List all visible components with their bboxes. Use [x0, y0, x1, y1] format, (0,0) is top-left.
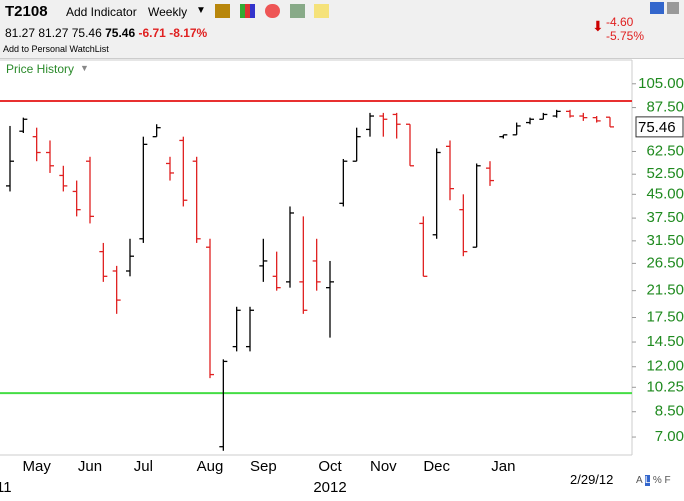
y-tick-label: 45.00	[646, 185, 684, 202]
quote-row: 81.27 81.27 75.46 75.46 -6.71 -8.17%	[5, 26, 207, 40]
last: 75.46	[105, 26, 136, 40]
dropdown-arrow[interactable]: ▼	[196, 5, 206, 16]
scale-buttons[interactable]: A L % F	[636, 475, 671, 486]
y-tick-label: 8.50	[655, 403, 684, 420]
table-icon[interactable]	[290, 4, 305, 18]
day-change: -4.60	[606, 15, 634, 29]
y-tick-label: 12.00	[646, 358, 684, 375]
year-label: 11	[0, 479, 12, 496]
y-tick-label: 31.50	[646, 232, 684, 249]
year-label: 2012	[313, 479, 346, 496]
x-tick-label: Nov	[370, 458, 397, 475]
y-tick-label: 26.50	[646, 254, 684, 271]
y-tick-label: 87.50	[646, 99, 684, 116]
date-label: 2/29/12	[570, 472, 614, 487]
down-arrow: ⬇	[592, 18, 604, 34]
note-icon[interactable]	[314, 4, 329, 18]
y-tick-label: 62.50	[646, 142, 684, 159]
panel-arrow[interactable]: ▼	[80, 63, 89, 73]
t-button[interactable]	[667, 2, 679, 14]
symbol: T2108	[5, 3, 48, 20]
x-tick-label: Sep	[250, 458, 277, 475]
add-indicator[interactable]: Add Indicator	[66, 5, 137, 19]
panel-title[interactable]: Price History	[6, 62, 75, 76]
x-tick-label: May	[22, 458, 51, 475]
price-box	[635, 116, 684, 138]
x-tick-label: Oct	[318, 458, 342, 475]
y-tick-label: 37.50	[646, 209, 684, 226]
x-tick-label: Jul	[134, 458, 153, 475]
high: 81.27	[38, 26, 69, 40]
day-change-pct: -5.75%	[606, 29, 645, 43]
alarm-icon[interactable]	[265, 4, 280, 18]
price-box-label: 75.46	[638, 119, 676, 136]
y-tick-label: 14.50	[646, 333, 684, 350]
x-tick-label: Jan	[491, 458, 515, 475]
x-tick-label: Aug	[197, 458, 224, 475]
period-select[interactable]: Weekly	[148, 5, 188, 19]
low: 75.46	[71, 26, 102, 40]
change: -6.71	[138, 26, 166, 40]
s-button[interactable]	[650, 2, 664, 14]
y-tick-label: 21.50	[646, 282, 684, 299]
y-tick-label: 10.25	[646, 378, 684, 395]
change-pct: -8.17%	[169, 26, 208, 40]
y-tick-label: 52.50	[646, 165, 684, 182]
chart-type-icon[interactable]	[240, 4, 255, 18]
y-tick-label: 7.00	[655, 428, 684, 445]
y-tick-label: 105.00	[638, 75, 684, 92]
tool-icon[interactable]	[215, 4, 230, 18]
x-tick-label: Dec	[423, 458, 450, 475]
y-tick-label: 17.50	[646, 308, 684, 325]
open: 81.27	[5, 26, 36, 40]
watchlist-link[interactable]: Add to Personal WatchList	[3, 44, 109, 54]
x-tick-label: Jun	[78, 458, 102, 475]
toolbar: T2108 Add Indicator Weekly ▼ 81.27 81.27…	[0, 0, 684, 59]
